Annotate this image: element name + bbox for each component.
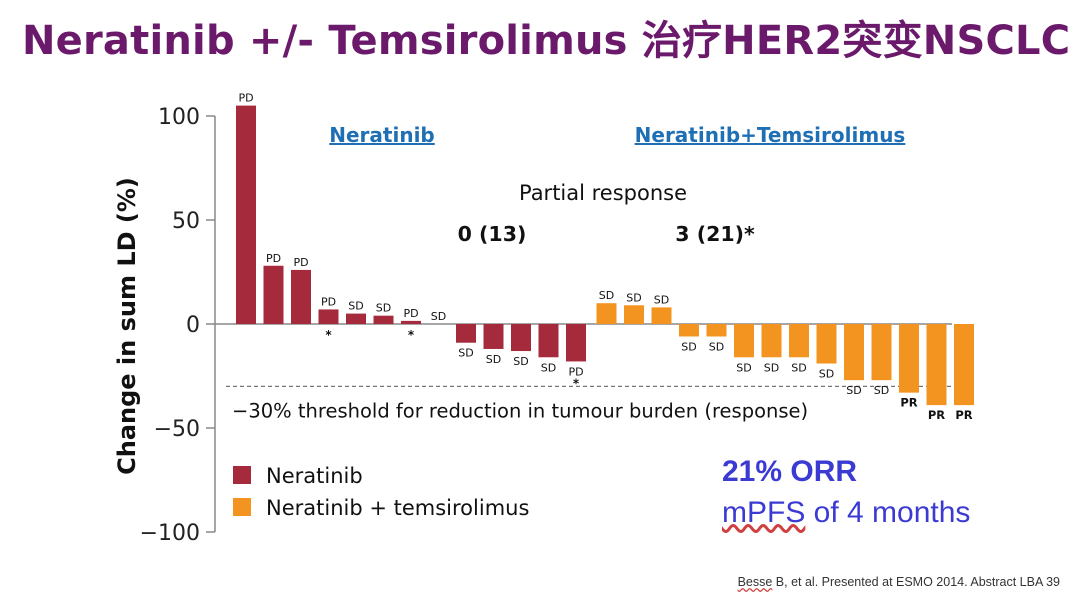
bar-response-label: SD (874, 384, 889, 397)
bar (291, 269, 311, 324)
bar-response-label: SD (431, 310, 446, 323)
bar (734, 324, 754, 358)
bar (844, 324, 864, 381)
bar (926, 324, 947, 406)
bar (954, 324, 974, 406)
citation-author: Besse (737, 575, 773, 589)
y-axis-label: Change in sum LD (%) (113, 177, 141, 475)
bar-response-label: SD (846, 384, 861, 397)
asterisk-mark: * (573, 376, 580, 390)
bar-response-label: SD (681, 340, 696, 353)
mpfs-abbr: mPFS (722, 496, 806, 529)
bar (401, 320, 421, 324)
partial-response-value: 0 (13) (458, 222, 527, 246)
legend-swatch (233, 466, 251, 484)
bar-response-label: SD (458, 347, 473, 360)
bar-response-label: PR (900, 396, 917, 410)
legend-label: Neratinib (266, 464, 363, 488)
bar-response-label: SD (541, 361, 556, 374)
legend-label: Neratinib + temsirolimus (266, 496, 529, 520)
bar (456, 324, 476, 343)
bar-response-label: SD (513, 355, 528, 368)
mpfs-text: mPFS of 4 months (722, 495, 970, 531)
y-tick-label: −100 (140, 521, 200, 546)
bar-response-label: SD (736, 361, 751, 374)
bar (263, 265, 284, 324)
bar-response-label: SD (486, 353, 501, 366)
bar (511, 324, 531, 352)
y-tick-label: 100 (158, 105, 200, 130)
bar-response-label: SD (654, 293, 669, 306)
summary-block: 21% ORR mPFS of 4 months (722, 454, 970, 531)
chart-bars (236, 105, 974, 406)
asterisk-mark: * (325, 328, 332, 342)
partial-response-value: 3 (21)* (675, 222, 755, 246)
threshold-label: −30% threshold for reduction in tumour b… (232, 399, 808, 422)
group-header: Neratinib+Temsirolimus (635, 123, 906, 147)
bar (789, 324, 809, 358)
bar-response-label: PR (928, 408, 945, 422)
group-header: Neratinib (329, 123, 435, 147)
bar-response-label: PD (266, 252, 281, 265)
bar (816, 324, 837, 364)
bar-response-label: PD (403, 307, 418, 320)
bar (483, 324, 504, 349)
bar (538, 324, 559, 358)
orr-text: 21% ORR (722, 455, 858, 488)
bar (679, 324, 699, 337)
bar (566, 324, 586, 362)
bar (761, 324, 782, 358)
mpfs-rest: of 4 months (805, 496, 971, 529)
bar-response-label: PD (238, 92, 253, 105)
bar-response-label: SD (791, 361, 806, 374)
bar (706, 324, 727, 337)
bar-response-label: SD (599, 289, 614, 302)
bar (899, 324, 919, 393)
citation: Besse B, et al. Presented at ESMO 2014. … (738, 575, 1060, 589)
bar (236, 105, 256, 324)
bar-response-label: SD (626, 291, 641, 304)
y-tick-label: −50 (154, 417, 200, 442)
bar-response-label: PD (321, 295, 336, 308)
y-tick-label: 50 (172, 209, 200, 234)
bar (624, 305, 644, 324)
bar (373, 315, 394, 324)
bar-response-label: SD (819, 368, 834, 381)
asterisk-mark: * (408, 328, 415, 342)
bar (346, 313, 366, 324)
chart-annotations: −30% threshold for reduction in tumour b… (232, 92, 973, 520)
partial-response-label: Partial response (519, 181, 687, 205)
citation-rest: B, et al. Presented at ESMO 2014. Abstra… (772, 575, 1060, 589)
bar-response-label: SD (764, 361, 779, 374)
bar (596, 303, 617, 324)
y-tick-label: 0 (186, 313, 200, 338)
legend-swatch (233, 498, 251, 516)
bar-response-label: SD (348, 300, 363, 313)
bar (651, 307, 672, 324)
bar (318, 309, 339, 324)
bar-response-label: PD (568, 365, 583, 378)
bar (871, 324, 892, 381)
bar-response-label: SD (376, 302, 391, 315)
bar-response-label: SD (709, 340, 724, 353)
bar-response-label: PD (293, 256, 308, 269)
bar-response-label: PR (955, 408, 972, 422)
slide-title: Neratinib +/- Temsirolimus 治疗HER2突变NSCLC (22, 18, 1071, 64)
